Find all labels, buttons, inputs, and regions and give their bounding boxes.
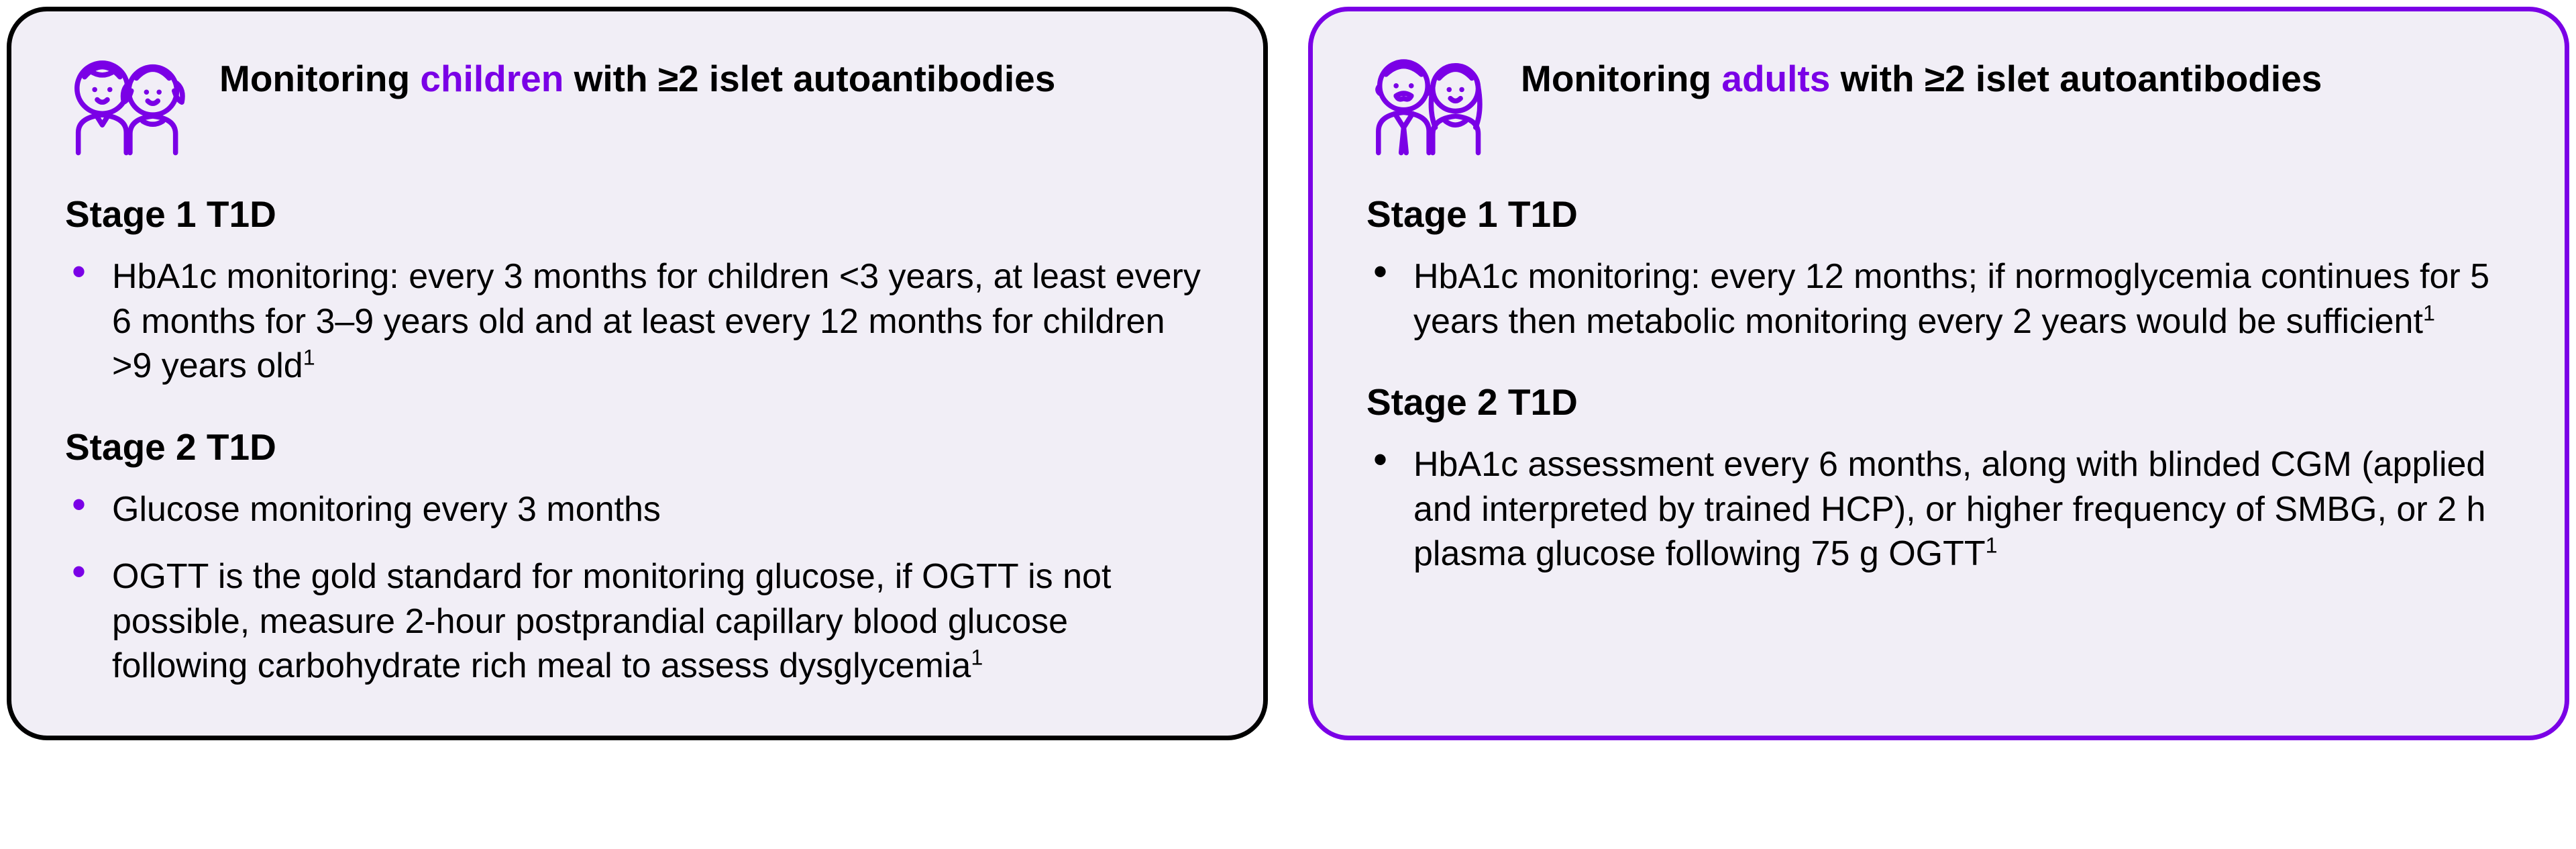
adults-stage1: Stage 1 T1D HbA1c monitoring: every 12 m… xyxy=(1366,193,2511,344)
title-suffix: with ≥2 islet autoantibodies xyxy=(564,58,1055,99)
bullet-list: HbA1c monitoring: every 3 months for chi… xyxy=(65,254,1210,389)
footnote-ref: 1 xyxy=(2423,301,2435,325)
card-adults: Monitoring adults with ≥2 islet autoanti… xyxy=(1308,7,2569,740)
stage-label: Stage 1 T1D xyxy=(65,193,1210,236)
adults-pair-icon xyxy=(1366,52,1494,159)
bullet-list: HbA1c assessment every 6 months, along w… xyxy=(1366,442,2511,577)
footnote-ref: 1 xyxy=(303,346,315,370)
title-highlight: adults xyxy=(1721,58,1830,99)
bullet-list: HbA1c monitoring: every 12 months; if no… xyxy=(1366,254,2511,344)
list-item: HbA1c monitoring: every 12 months; if no… xyxy=(1366,254,2511,344)
stage-label: Stage 1 T1D xyxy=(1366,193,2511,236)
card-children: Monitoring children with ≥2 islet autoan… xyxy=(7,7,1268,740)
bullet-text: OGTT is the gold standard for monitoring… xyxy=(112,557,1111,685)
bullet-list: Glucose monitoring every 3 months OGTT i… xyxy=(65,487,1210,689)
title-prefix: Monitoring xyxy=(1521,58,1721,99)
bullet-text: Glucose monitoring every 3 months xyxy=(112,490,661,529)
footnote-ref: 1 xyxy=(1986,534,1998,558)
bullet-text: HbA1c monitoring: every 3 months for chi… xyxy=(112,257,1201,385)
stage-label: Stage 2 T1D xyxy=(65,426,1210,468)
footnote-ref: 1 xyxy=(971,646,983,670)
list-item: HbA1c assessment every 6 months, along w… xyxy=(1366,442,2511,577)
list-item: Glucose monitoring every 3 months xyxy=(65,487,1210,532)
list-item: HbA1c monitoring: every 3 months for chi… xyxy=(65,254,1210,389)
card-adults-title: Monitoring adults with ≥2 islet autoanti… xyxy=(1521,52,2322,102)
bullet-text: HbA1c monitoring: every 12 months; if no… xyxy=(1413,257,2489,341)
stage-label: Stage 2 T1D xyxy=(1366,381,2511,423)
title-highlight: children xyxy=(420,58,564,99)
title-prefix: Monitoring xyxy=(219,58,420,99)
cards-row: Monitoring children with ≥2 islet autoan… xyxy=(7,7,2569,740)
bullet-text: HbA1c assessment every 6 months, along w… xyxy=(1413,445,2485,573)
card-children-title: Monitoring children with ≥2 islet autoan… xyxy=(219,52,1055,102)
children-stage1: Stage 1 T1D HbA1c monitoring: every 3 mo… xyxy=(65,193,1210,389)
card-adults-header: Monitoring adults with ≥2 islet autoanti… xyxy=(1366,52,2511,159)
children-pair-icon xyxy=(65,52,193,159)
list-item: OGTT is the gold standard for monitoring… xyxy=(65,554,1210,689)
card-children-header: Monitoring children with ≥2 islet autoan… xyxy=(65,52,1210,159)
title-suffix: with ≥2 islet autoantibodies xyxy=(1830,58,2322,99)
